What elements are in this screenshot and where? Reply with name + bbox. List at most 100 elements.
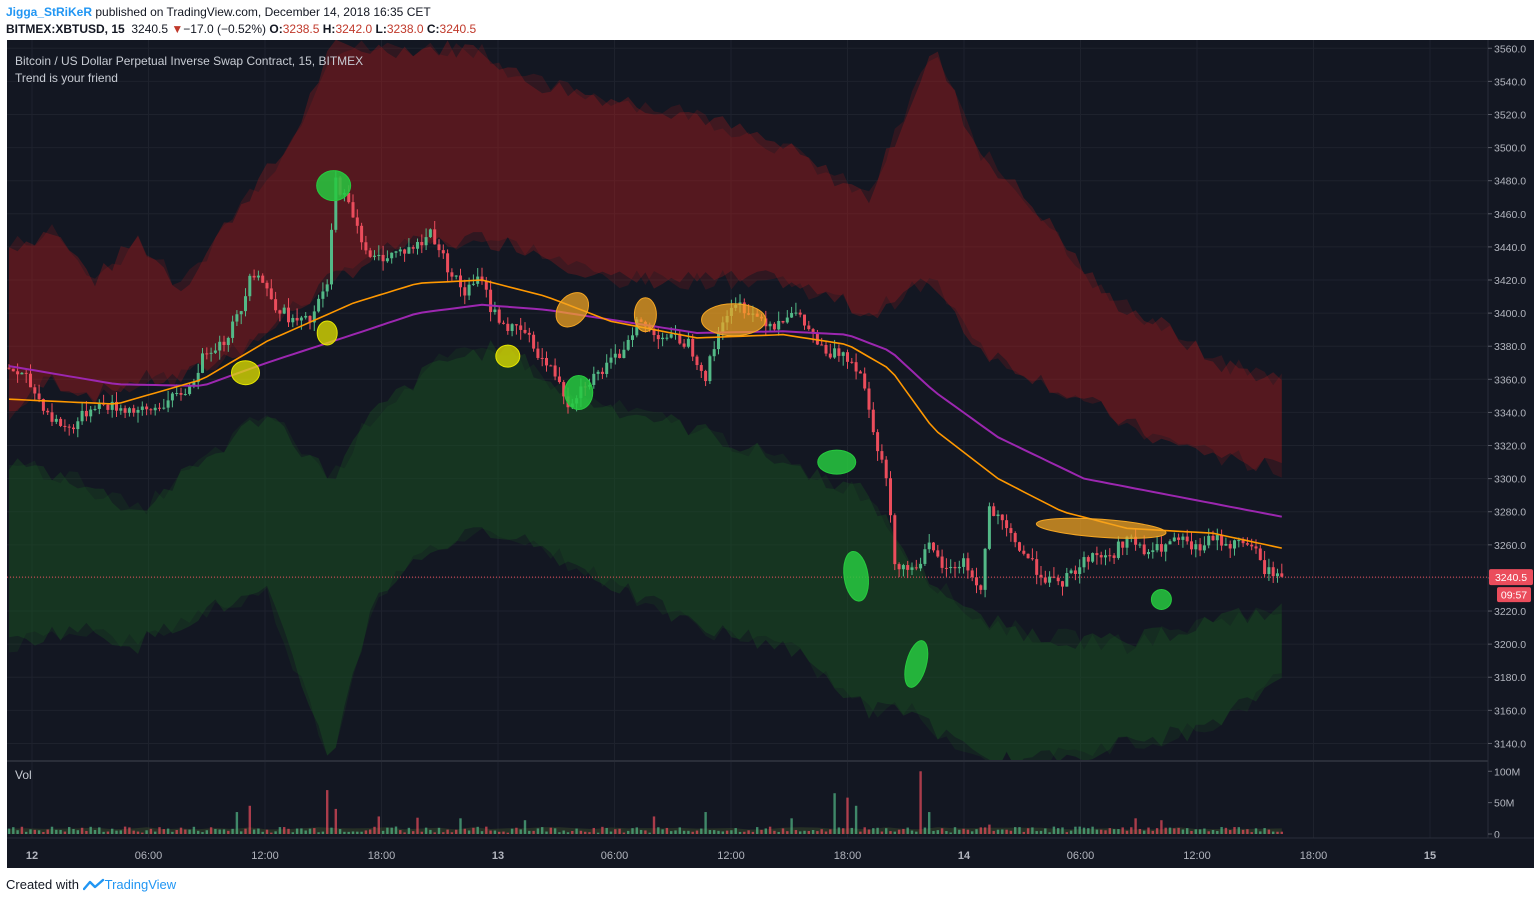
highlight-ellipses — [231, 170, 1172, 688]
candle-body — [1000, 514, 1004, 521]
candle-body — [1112, 555, 1116, 558]
y-tick-label: 3440.0 — [1494, 242, 1526, 254]
volume-bar — [42, 831, 45, 834]
volume-bar — [807, 830, 810, 834]
candle-body — [936, 550, 940, 557]
volume-bar — [850, 827, 853, 834]
candle-body — [940, 556, 944, 568]
volume-bar — [910, 830, 914, 834]
publish-line: Jigga_StRiKeR published on TradingView.c… — [6, 5, 431, 19]
volume-bar — [261, 831, 264, 834]
volume-bar — [1143, 830, 1146, 834]
volume-bar — [1134, 818, 1137, 834]
candle-body — [631, 335, 634, 340]
volume-bar — [85, 830, 88, 834]
volume-bar — [179, 827, 183, 834]
candle-body — [850, 361, 854, 363]
candle-body — [970, 570, 974, 578]
candle-body — [179, 393, 183, 395]
candle-body — [613, 353, 617, 358]
candle-body — [1073, 570, 1077, 575]
candle-body — [1207, 535, 1211, 546]
volume-bar — [652, 816, 656, 834]
volume-bar — [106, 831, 110, 834]
candle-body — [278, 310, 282, 314]
author-link[interactable]: Jigga_StRiKeR — [6, 5, 93, 19]
candle-body — [1048, 576, 1052, 583]
candle-body — [1258, 548, 1262, 561]
candle-body — [244, 296, 247, 312]
candle-body — [287, 307, 290, 323]
y-tick-label: 3280.0 — [1494, 507, 1526, 519]
vol-tick-label: 0 — [1494, 829, 1500, 841]
volume-bar — [953, 827, 957, 834]
candle-body — [261, 275, 265, 283]
candle-body — [841, 352, 845, 356]
candle-body — [1159, 544, 1163, 552]
candle-body — [820, 344, 824, 346]
candle-body — [949, 566, 953, 569]
candle-body — [532, 334, 536, 349]
candle-body — [493, 309, 497, 313]
volume-bar — [115, 830, 118, 834]
symbol-label[interactable]: BITMEX:XBTUSD, 15 — [6, 22, 125, 36]
volume-bar — [265, 829, 269, 834]
candle-body — [876, 432, 880, 452]
candle-body — [433, 229, 437, 245]
candle-body — [1013, 533, 1017, 543]
volume-bar — [1160, 820, 1163, 834]
volume-bar — [390, 827, 393, 834]
candle-body — [67, 426, 71, 428]
price-chart[interactable]: 3560.0 3540.0 3520.0 3500.0 3480.0 3460.0 3440… — [0, 0, 1540, 870]
volume-bar — [25, 831, 28, 834]
created-with-label: Created with — [6, 877, 79, 892]
candle-body — [226, 337, 230, 345]
y-tick-label: 3200.0 — [1494, 639, 1526, 651]
candle-body — [858, 371, 862, 374]
candle-body — [893, 515, 897, 565]
tradingview-brand[interactable]: TradingView — [104, 877, 177, 892]
volume-bar — [141, 832, 144, 834]
volume-bar — [794, 830, 798, 834]
candle-body — [37, 393, 41, 400]
candle-body — [24, 372, 28, 374]
volume-bar — [489, 830, 492, 834]
down-arrow-icon: ▼ — [171, 22, 184, 36]
volume-bar — [506, 832, 509, 834]
candle-body — [450, 272, 454, 277]
candle-body — [489, 289, 493, 313]
highlight-ellipse-yellow — [231, 360, 260, 386]
candle-body — [1185, 536, 1189, 542]
volume-bar — [166, 828, 170, 834]
candle-body — [1121, 541, 1125, 548]
volume-bar — [717, 830, 720, 834]
volume-bar — [502, 831, 505, 834]
price-axis[interactable] — [1488, 40, 1534, 838]
y-tick-label: 3460.0 — [1494, 209, 1526, 221]
candle-body — [717, 331, 720, 350]
time-axis[interactable] — [7, 838, 1534, 868]
volume-bar — [399, 830, 402, 834]
volume-bar — [364, 830, 368, 834]
candle-body — [334, 177, 338, 230]
volume-bar — [760, 829, 763, 834]
candle-body — [944, 567, 948, 569]
volume-bar — [876, 827, 879, 834]
open-value: 3238.5 — [282, 22, 320, 36]
volume-bar — [571, 830, 574, 834]
chart-title: Bitcoin / US Dollar Perpetual Inverse Sw… — [15, 54, 363, 68]
candle-body — [1164, 544, 1168, 552]
volume-bar — [459, 818, 462, 834]
candle-body — [467, 284, 471, 296]
volume-bar — [906, 827, 909, 834]
candle-body — [699, 365, 703, 371]
candle-body — [1263, 560, 1267, 575]
candle-body — [1065, 573, 1069, 587]
volume-bar — [33, 829, 36, 834]
volume-bar — [996, 829, 1000, 834]
candle-body — [1228, 543, 1232, 549]
volume-bar — [429, 829, 432, 834]
y-tick-label: 3260.0 — [1494, 540, 1526, 552]
volume-bar — [1009, 830, 1013, 834]
volume-bar — [274, 831, 277, 834]
